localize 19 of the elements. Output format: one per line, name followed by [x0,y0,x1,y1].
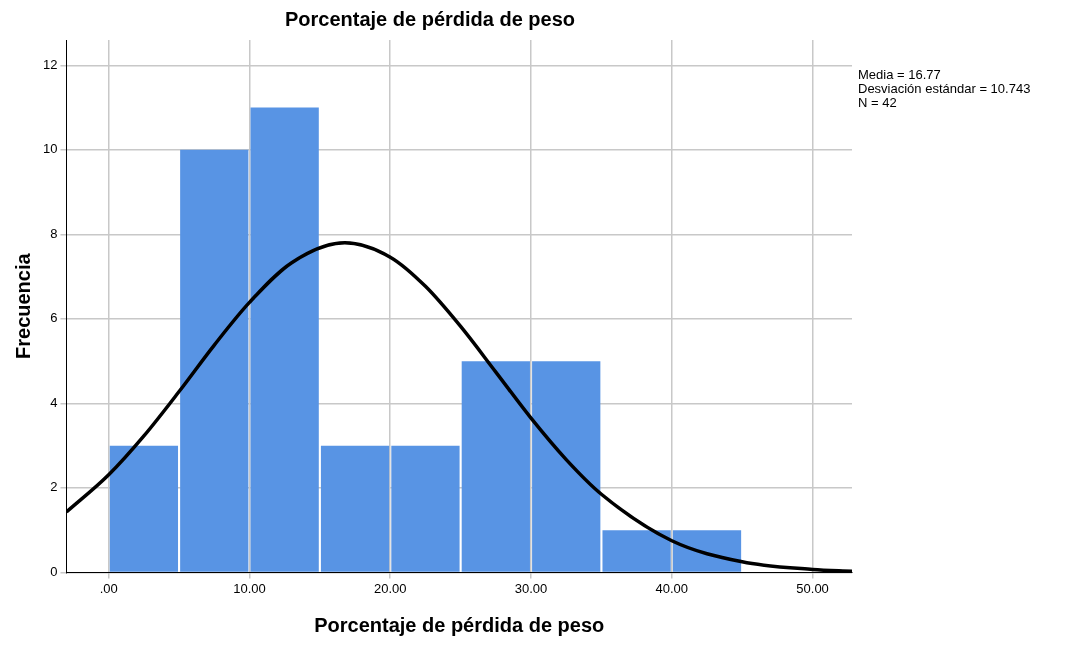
x-tick-label: 40.00 [655,580,689,596]
x-tick-label: 50.00 [796,580,829,596]
y-tick-label: 0 [50,563,58,579]
y-axis-title: Frecuencia [11,252,34,359]
y-tick-label: 6 [50,310,58,326]
text: N = 42 [858,95,898,110]
y-tick-label: 2 [50,479,58,495]
y-tick-label: 10 [42,141,58,157]
x-tick-label: 20.00 [373,580,407,596]
text: Media = 16.77 [858,67,942,82]
y-tick-label: 8 [50,225,58,241]
chart-title: Porcentaje de pérdida de peso [284,7,576,30]
text: Desviación estándar = 10.743 [858,81,1031,96]
x-axis-title: Porcentaje de pérdida de peso [314,613,605,636]
x-tick-label: 10.00 [233,580,266,596]
y-tick-label: 12 [42,56,58,72]
x-tick-label: .00 [99,580,118,596]
y-tick-label: 4 [50,394,58,410]
x-tick-label: 30.00 [514,580,548,596]
